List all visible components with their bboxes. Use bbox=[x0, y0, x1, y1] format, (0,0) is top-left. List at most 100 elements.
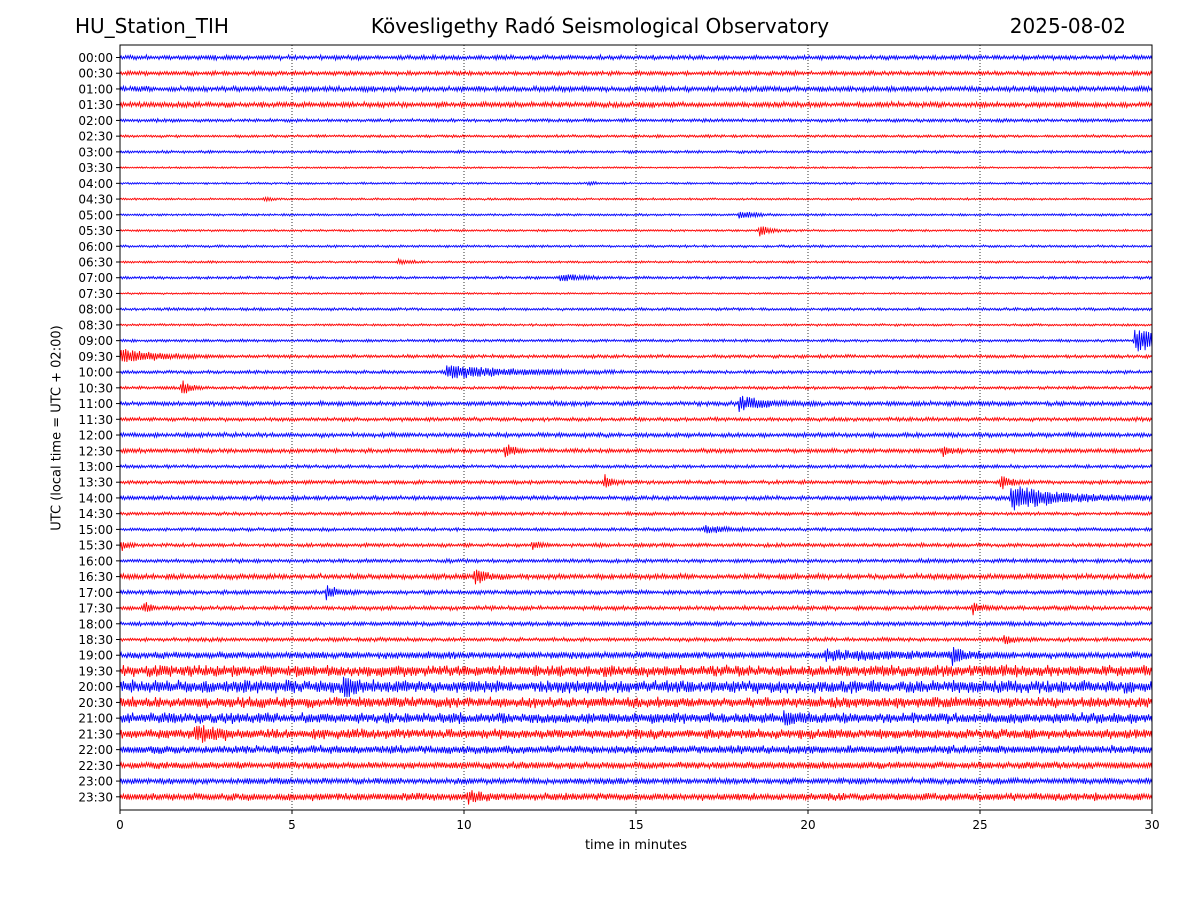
trace-row bbox=[119, 710, 1153, 726]
y-tick-label: 19:00 bbox=[78, 649, 113, 663]
y-tick-label: 20:30 bbox=[78, 696, 113, 710]
trace-row bbox=[119, 165, 1153, 170]
y-tick-label: 07:00 bbox=[78, 271, 113, 285]
trace-row bbox=[119, 474, 1153, 490]
y-tick-label: 09:00 bbox=[78, 334, 113, 348]
y-tick-label: 10:00 bbox=[78, 366, 113, 380]
y-tick-label: 20:00 bbox=[78, 680, 113, 694]
plot-frame bbox=[119, 44, 1153, 811]
trace-row bbox=[119, 557, 1153, 565]
trace-row bbox=[119, 744, 1153, 755]
y-tick-label: 16:00 bbox=[78, 554, 113, 568]
trace-row bbox=[119, 149, 1153, 155]
trace-row bbox=[119, 790, 1153, 805]
trace-row bbox=[119, 291, 1153, 296]
y-tick-label: 05:00 bbox=[78, 208, 113, 222]
y-tick-label: 19:30 bbox=[78, 664, 113, 678]
y-tick-label: 01:00 bbox=[78, 82, 113, 96]
x-tick-label: 15 bbox=[628, 818, 643, 832]
x-tick-label: 30 bbox=[1144, 818, 1159, 832]
y-tick-label: 15:30 bbox=[78, 539, 113, 553]
trace-row bbox=[119, 226, 1153, 237]
trace-row bbox=[119, 525, 1153, 534]
trace-row bbox=[119, 430, 1153, 440]
y-tick-label: 13:30 bbox=[78, 476, 113, 490]
y-tick-label: 07:30 bbox=[78, 287, 113, 301]
y-tick-label: 13:00 bbox=[78, 460, 113, 474]
trace-row bbox=[119, 776, 1153, 786]
y-tick-label: 11:30 bbox=[78, 413, 113, 427]
station-name: HU_Station_TIH bbox=[75, 14, 229, 38]
y-tick-label: 03:30 bbox=[78, 161, 113, 175]
y-tick-label: 16:30 bbox=[78, 570, 113, 584]
trace-row bbox=[119, 329, 1153, 352]
y-tick-label: 22:30 bbox=[78, 759, 113, 773]
trace-row bbox=[119, 273, 1153, 282]
y-tick-label: 11:00 bbox=[78, 397, 113, 411]
trace-row bbox=[119, 322, 1153, 328]
y-tick-label: 06:00 bbox=[78, 240, 113, 254]
y-tick-label: 03:00 bbox=[78, 145, 113, 159]
trace-row bbox=[119, 84, 1153, 94]
trace-row bbox=[119, 569, 1153, 585]
trace-row bbox=[119, 635, 1153, 645]
y-tick-label: 06:30 bbox=[78, 255, 113, 269]
trace-row bbox=[119, 540, 1153, 552]
trace-row bbox=[119, 195, 1153, 203]
y-tick-label: 21:30 bbox=[78, 727, 113, 741]
trace-row bbox=[119, 486, 1153, 511]
trace-row bbox=[119, 243, 1153, 249]
trace-row bbox=[119, 365, 1153, 379]
trace-row bbox=[119, 211, 1153, 219]
trace-row bbox=[119, 585, 1153, 601]
x-tick-label: 25 bbox=[972, 818, 987, 832]
y-tick-label: 14:30 bbox=[78, 507, 113, 521]
trace-row bbox=[119, 444, 1153, 458]
y-tick-label: 22:00 bbox=[78, 743, 113, 757]
y-tick-label: 02:30 bbox=[78, 130, 113, 144]
x-tick-label: 20 bbox=[800, 818, 815, 832]
x-tick-label: 0 bbox=[116, 818, 124, 832]
trace-row bbox=[119, 100, 1153, 110]
y-tick-label: 23:30 bbox=[78, 790, 113, 804]
trace-row bbox=[119, 69, 1153, 78]
seismogram-traces bbox=[119, 53, 1153, 805]
trace-row bbox=[119, 463, 1153, 470]
trace-row bbox=[119, 395, 1153, 413]
y-tick-label: 09:30 bbox=[78, 350, 113, 364]
trace-row bbox=[119, 664, 1153, 678]
y-tick-label: 12:30 bbox=[78, 444, 113, 458]
y-tick-label: 01:30 bbox=[78, 98, 113, 112]
trace-row bbox=[119, 602, 1153, 616]
x-tick-label: 5 bbox=[288, 818, 296, 832]
y-tick-label: 15:00 bbox=[78, 523, 113, 537]
y-axis-label: UTC (local time = UTC + 02:00) bbox=[49, 325, 65, 531]
y-tick-label: 10:30 bbox=[78, 381, 113, 395]
y-tick-label: 00:30 bbox=[78, 67, 113, 81]
y-tick-label: 17:30 bbox=[78, 602, 113, 616]
trace-row bbox=[119, 619, 1153, 628]
trace-row bbox=[119, 180, 1153, 187]
trace-row bbox=[119, 117, 1153, 124]
trace-row bbox=[119, 676, 1153, 698]
trace-row bbox=[119, 133, 1153, 139]
trace-row bbox=[119, 380, 1153, 394]
trace-row bbox=[119, 53, 1153, 62]
y-tick-label: 14:00 bbox=[78, 491, 113, 505]
trace-row bbox=[119, 415, 1153, 423]
record-date: 2025-08-02 bbox=[1009, 14, 1126, 38]
x-tick-label: 10 bbox=[456, 818, 471, 832]
y-tick-label: 04:30 bbox=[78, 193, 113, 207]
trace-row bbox=[119, 349, 1153, 363]
y-tick-label: 04:00 bbox=[78, 177, 113, 191]
y-tick-label: 00:00 bbox=[78, 51, 113, 65]
y-tick-label: 12:00 bbox=[78, 429, 113, 443]
trace-row bbox=[119, 306, 1153, 312]
y-tick-label: 17:00 bbox=[78, 586, 113, 600]
x-axis-label: time in minutes bbox=[584, 838, 688, 853]
x-axis-ticks: 0 5 10 15 20 25 30 bbox=[116, 810, 1160, 832]
y-tick-label: 02:00 bbox=[78, 114, 113, 128]
y-tick-label: 21:00 bbox=[78, 712, 113, 726]
trace-row bbox=[119, 646, 1153, 666]
